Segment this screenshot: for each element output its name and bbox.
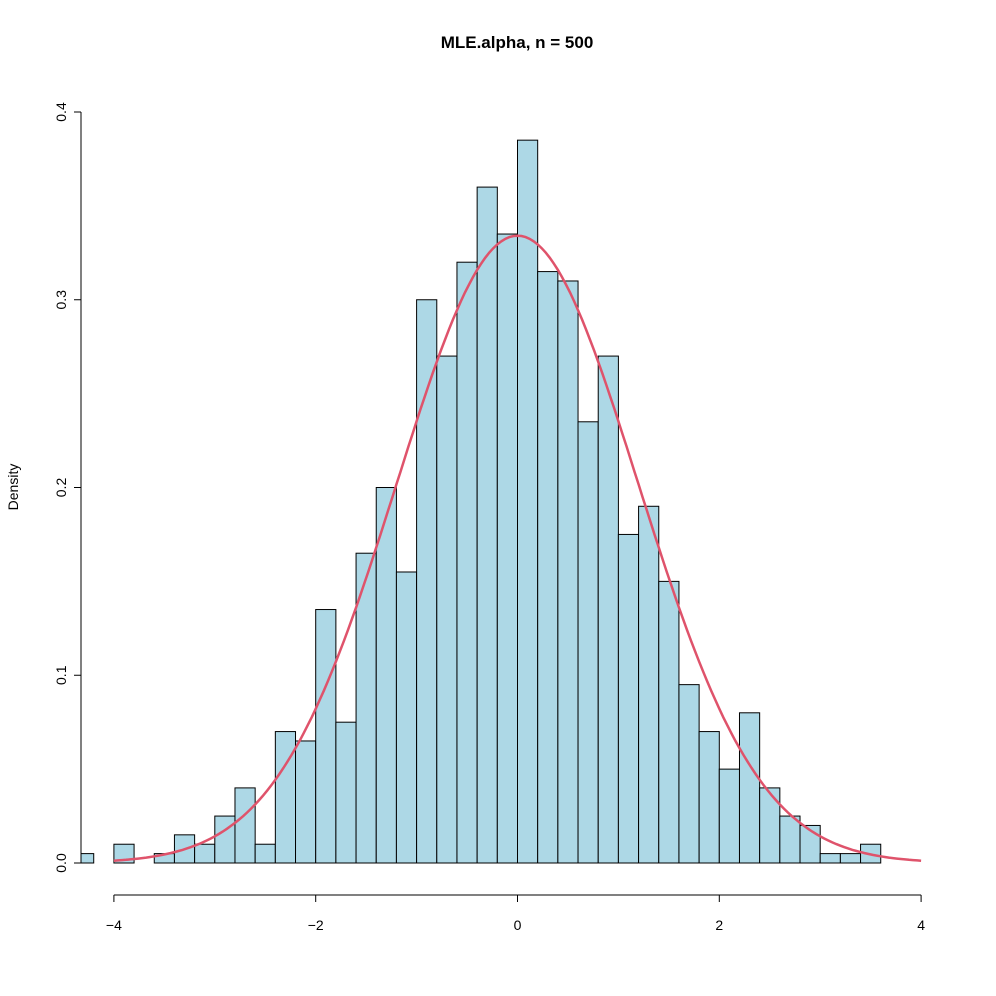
- histogram-bar: [436, 355, 458, 864]
- histogram-bar: [194, 843, 216, 864]
- y-tick-label: 0.0: [53, 853, 69, 873]
- chart-title: MLE.alpha, n = 500: [441, 33, 594, 52]
- histogram-bar: [718, 768, 740, 864]
- x-tick-label: −2: [308, 917, 324, 933]
- histogram-bar: [81, 853, 95, 864]
- histogram-bar: [295, 740, 317, 864]
- histogram-bar: [799, 824, 821, 864]
- histogram-bar: [537, 271, 559, 864]
- histogram-bar: [759, 787, 781, 864]
- x-tick-label: 4: [917, 917, 925, 933]
- histogram-bar: [839, 853, 862, 864]
- histogram-bar: [577, 421, 599, 864]
- histogram-bar: [375, 487, 397, 864]
- y-axis: 0.0 0.1 0.2 0.3 0.4: [53, 102, 82, 873]
- histogram-bar: [658, 580, 680, 864]
- histogram-bar: [597, 355, 619, 864]
- histogram-bar: [557, 280, 579, 864]
- histogram-bar: [254, 843, 276, 864]
- y-axis-label: Density: [5, 464, 21, 511]
- x-tick-label: −4: [106, 917, 122, 933]
- bars: [81, 139, 882, 864]
- histogram-bar: [496, 233, 519, 864]
- histogram-bar: [779, 815, 801, 864]
- histogram-bar: [738, 712, 761, 864]
- histogram-bar: [698, 731, 720, 864]
- histogram-bar: [214, 815, 236, 864]
- histogram-bar: [416, 299, 438, 864]
- histogram-bar: [315, 609, 337, 864]
- histogram-bar: [678, 684, 700, 864]
- histogram-bar: [476, 186, 498, 864]
- y-tick-label: 0.2: [53, 478, 69, 498]
- y-tick-label: 0.3: [53, 290, 69, 310]
- x-tick-label: 2: [715, 917, 723, 933]
- histogram-bar: [617, 533, 640, 864]
- x-tick-label: 0: [514, 917, 522, 933]
- histogram-bar: [517, 139, 539, 864]
- histogram-bar: [819, 853, 841, 864]
- histogram-bar: [234, 787, 256, 864]
- x-axis: −4 −2 0 2 4: [106, 894, 925, 933]
- y-tick-label: 0.4: [53, 102, 69, 122]
- histogram-bar: [638, 505, 660, 864]
- histogram-bar: [456, 261, 478, 864]
- normal-density-curve: [113, 234, 922, 862]
- y-tick-label: 0.1: [53, 665, 69, 685]
- histogram-bar: [335, 721, 357, 864]
- histogram-bar: [395, 571, 418, 864]
